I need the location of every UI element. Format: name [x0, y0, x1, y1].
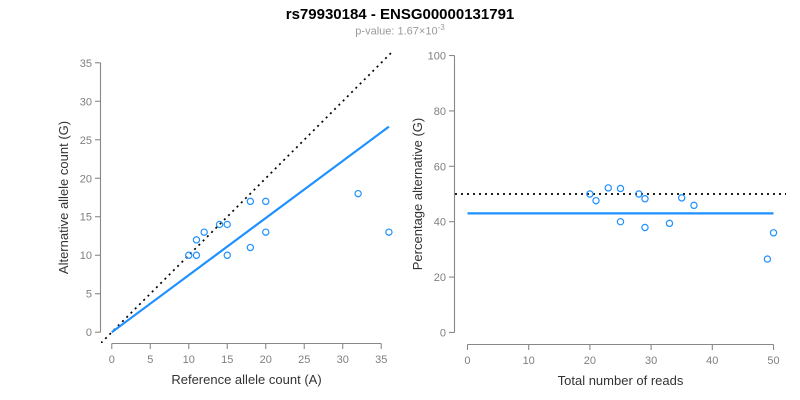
x-tick-label: 10 [523, 355, 535, 367]
data-point [262, 197, 270, 206]
y-tick-label: 10 [80, 250, 92, 262]
pvalue-text: p-value: 1.67×10 [355, 25, 438, 38]
panel-lines [455, 193, 786, 215]
data-point [690, 201, 698, 210]
x-tick-label: 35 [375, 354, 387, 366]
x-tick-label: 30 [645, 355, 657, 367]
y-tick-label: 30 [80, 96, 92, 108]
data-point [192, 236, 201, 244]
x-tick-label: 5 [147, 354, 153, 366]
x-tick-label: 50 [767, 355, 779, 367]
data-point [192, 251, 201, 259]
x-tick-label: 0 [464, 355, 470, 367]
data-point [246, 243, 255, 252]
data-point [354, 189, 362, 198]
x-tick-label: 40 [706, 355, 718, 367]
data-point [223, 251, 231, 259]
y-tick-label: 20 [80, 173, 92, 185]
data-point [604, 184, 612, 192]
data-point [635, 190, 643, 198]
data-point [665, 219, 674, 228]
y-tick-label: 0 [440, 327, 446, 339]
data-point [763, 255, 772, 263]
data-point [246, 197, 255, 206]
y-tick-label: 40 [434, 217, 446, 229]
data-point [262, 228, 270, 236]
percentage-panel: 0 10 20 30 40 50 Total number of reads 0 20 40 60 8… [410, 51, 786, 388]
x-tick-label: 0 [109, 354, 115, 366]
data-point [586, 190, 594, 198]
data-point [215, 220, 224, 229]
x-tick-label: 20 [260, 354, 272, 366]
identity-line [101, 52, 392, 343]
panel-lines [101, 52, 392, 343]
y-tick-label: 80 [434, 106, 446, 118]
pvalue-exponent: -3 [437, 23, 445, 32]
x-tick-label: 15 [221, 354, 233, 366]
figure-pvalue-subtitle: p-value: 1.67×10-3 [0, 23, 800, 38]
x-axis-title: Total number of reads [558, 373, 684, 388]
y-tick-label: 100 [428, 51, 446, 63]
x-tick-label: 20 [584, 355, 596, 367]
data-point [223, 220, 231, 229]
data-point [185, 251, 193, 259]
y-tick-label: 15 [80, 212, 92, 224]
data-point [616, 184, 625, 193]
y-tick-label: 60 [434, 161, 446, 173]
x-tick-label: 10 [183, 354, 195, 366]
y-tick-label: 20 [434, 272, 446, 284]
y-tick-label: 35 [80, 58, 92, 70]
y-tick-label: 0 [86, 327, 92, 339]
data-point [641, 223, 649, 232]
allele-counts-panel: 0 5 10 15 20 25 30 35 Reference allele count (A)… [56, 52, 393, 387]
y-axis-title: Alternative allele count (G) [56, 121, 71, 274]
data-point [641, 195, 649, 203]
y-axis-title: Percentage alternative (G) [410, 118, 425, 270]
x-tick-label: 25 [298, 354, 310, 366]
data-point [385, 228, 393, 236]
y-tick-label: 5 [86, 289, 92, 301]
figure-title: rs79930184 - ENSG00000131791 [285, 6, 515, 23]
x-axis-title: Reference allele count (A) [171, 372, 321, 387]
y-tick-label: 25 [80, 135, 92, 147]
data-point [678, 194, 686, 202]
regression-line [111, 125, 390, 334]
data-point [200, 228, 208, 236]
data-point [616, 217, 625, 226]
data-point [592, 196, 600, 205]
data-point [769, 229, 778, 237]
x-tick-label: 30 [337, 354, 349, 366]
